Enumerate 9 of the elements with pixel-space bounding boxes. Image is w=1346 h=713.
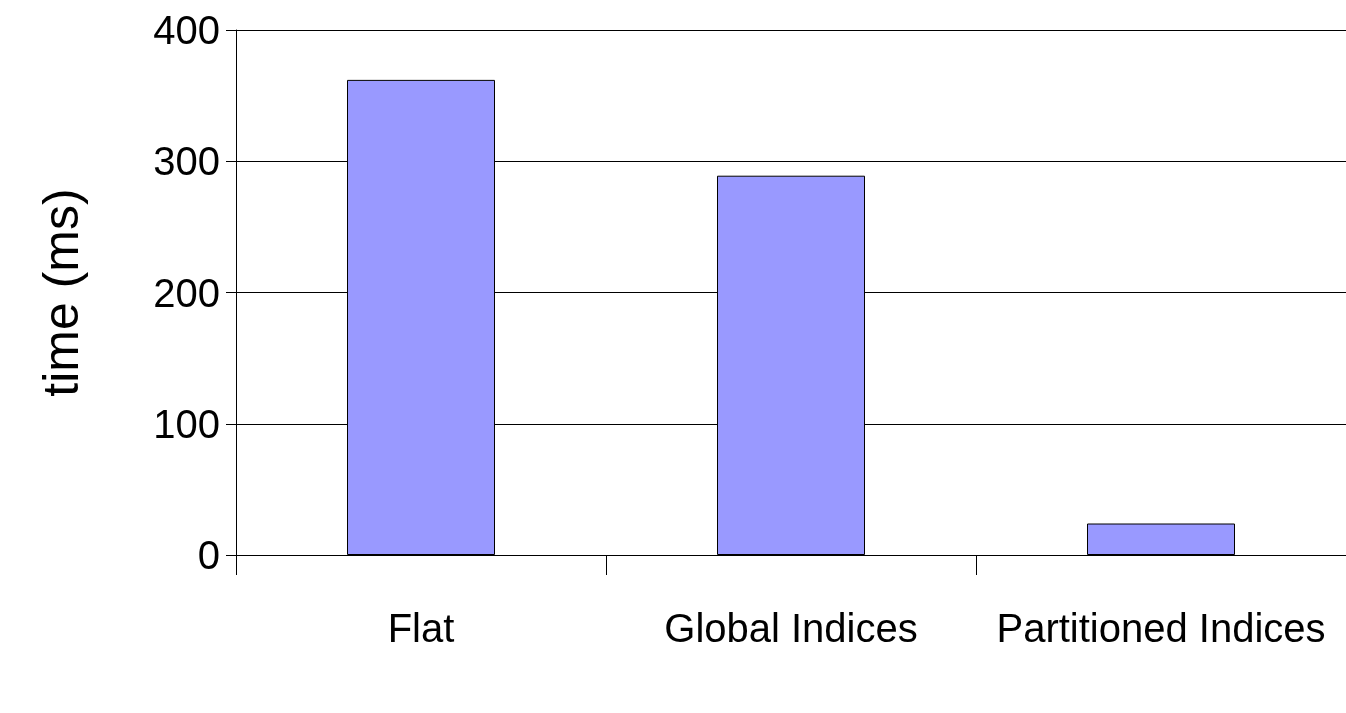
y-axis-title: time (ms) — [33, 188, 89, 397]
y-tick-label: 0 — [197, 533, 220, 577]
y-tick-label: 300 — [153, 139, 220, 184]
x-tick-label: Partitioned Indices — [996, 606, 1326, 650]
y-tick-label: 100 — [153, 401, 220, 446]
y-tick-label: 200 — [153, 270, 220, 315]
x-tick-label: Global Indices — [664, 606, 918, 650]
y-tick-label: 400 — [153, 8, 220, 52]
x-tick-label: Flat — [387, 606, 455, 650]
